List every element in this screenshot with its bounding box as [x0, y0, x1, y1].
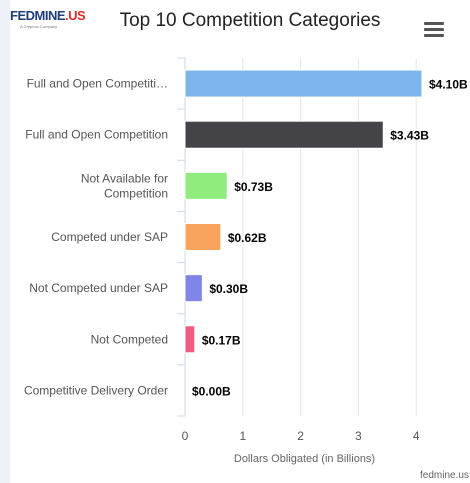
x-tick-label: 2: [297, 429, 304, 443]
data-label: $0.73B: [234, 180, 273, 194]
bar[interactable]: [184, 120, 384, 149]
category-label: Competition: [104, 186, 168, 200]
category-label: Competed under SAP: [51, 230, 168, 244]
data-label: $0.30B: [209, 282, 248, 296]
logo-suffix: .US: [65, 8, 86, 23]
hamburger-menu-icon[interactable]: [424, 22, 444, 37]
bar[interactable]: [184, 223, 222, 251]
bar[interactable]: [184, 325, 196, 354]
data-label: $0.62B: [228, 231, 267, 245]
x-tick-label: 3: [355, 429, 362, 443]
chart-title: Top 10 Competition Categories: [119, 10, 381, 31]
category-label: Not Available for: [81, 171, 168, 185]
x-tick-label: 4: [413, 429, 420, 443]
bar[interactable]: [184, 69, 423, 98]
logo-wordmark: FEDMINE.US: [10, 8, 86, 23]
credits-text: fedmine.us: [420, 470, 469, 481]
category-label: Full and Open Competiti…: [27, 77, 168, 91]
x-tick-label: 0: [182, 429, 189, 443]
logo-main: FEDMINE: [10, 8, 66, 23]
data-label: $0.17B: [202, 333, 241, 347]
category-label: Not Competed: [91, 332, 168, 346]
category-label: Full and Open Competition: [25, 128, 168, 142]
data-label: $0.00B: [192, 384, 231, 398]
x-tick-label: 1: [239, 429, 246, 443]
data-label: $4.10B: [429, 78, 468, 92]
x-axis-title: Dollars Obligated (in Billions): [234, 453, 375, 465]
bar[interactable]: [184, 171, 228, 200]
fedmine-logo: FEDMINE.US A Gryphon Company: [10, 8, 86, 32]
logo-tagline: A Gryphon Company: [20, 24, 58, 29]
data-label: $3.43B: [390, 129, 429, 143]
category-label: Not Competed under SAP: [29, 281, 168, 295]
category-label: Competitive Delivery Order: [24, 383, 168, 397]
bar[interactable]: [184, 274, 203, 303]
